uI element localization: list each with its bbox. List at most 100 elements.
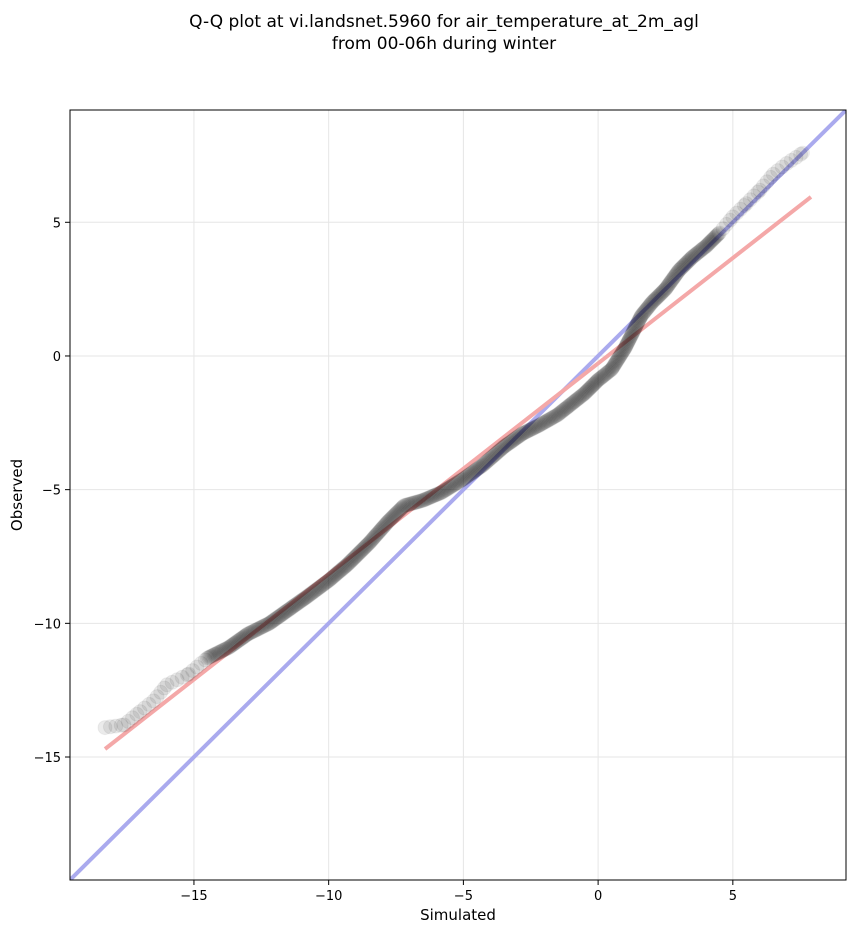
quantile-point (620, 335, 635, 351)
quantile-point (571, 390, 587, 406)
quantile-point (597, 367, 613, 383)
quantile-point (657, 282, 672, 298)
quantile-point (554, 403, 570, 419)
quantile-point (572, 389, 588, 405)
quantile-point (443, 478, 459, 494)
quantile-point (372, 522, 388, 538)
axis-ticks: −15 −10 −5 0 5 5 0 −5 −10 −15 (34, 216, 737, 904)
quantile-point (514, 426, 530, 442)
quantile-point (548, 408, 564, 423)
quantile-point (719, 216, 734, 232)
quantile-point (580, 383, 595, 398)
quantile-point (379, 515, 395, 531)
quantile-point (553, 404, 569, 420)
quantile-point (288, 597, 304, 612)
quantile-point (568, 393, 584, 408)
quantile-point (244, 624, 260, 640)
quantile-point (332, 563, 348, 579)
quantile-point (301, 587, 317, 603)
quantile-point (533, 416, 549, 432)
quantile-point (646, 293, 662, 309)
quantile-point (640, 299, 656, 315)
quantile-point (559, 400, 575, 416)
quantile-point (670, 264, 686, 280)
quantile-point (478, 455, 493, 471)
quantile-point (411, 494, 427, 509)
quantile-point (293, 593, 308, 609)
quantile-point (610, 351, 626, 367)
quantile-point (324, 570, 340, 586)
quantile-point (284, 600, 300, 616)
quantile-point (621, 333, 637, 348)
quantile-point (626, 321, 642, 337)
quantile-point (609, 353, 625, 369)
quantile-point (619, 336, 635, 352)
quantile-point (251, 620, 267, 636)
quantile-point (552, 405, 568, 421)
quantile-point (598, 366, 614, 382)
quantile-point (382, 512, 398, 528)
quantile-point (542, 411, 558, 427)
quantile-point (358, 538, 374, 554)
quantile-point (451, 474, 467, 490)
quantile-point (337, 558, 353, 574)
quantile-point (765, 166, 781, 182)
y-tick-label: −5 (42, 484, 61, 499)
quantile-point (661, 277, 677, 292)
quantile-point (159, 677, 175, 693)
quantile-point (360, 536, 376, 552)
quantile-point (488, 445, 504, 461)
quantile-point (738, 196, 754, 212)
quantile-point (108, 718, 124, 734)
quantile-point (278, 604, 294, 619)
quantile-point (725, 209, 741, 225)
quantile-point (217, 641, 233, 657)
quantile-point (537, 414, 553, 430)
quantile-point (120, 713, 136, 729)
quantile-point (641, 298, 657, 314)
quantile-point (210, 645, 226, 661)
quantile-point (348, 548, 364, 564)
quantile-point (304, 585, 320, 601)
quantile-point (246, 623, 262, 639)
quantile-point (387, 507, 403, 523)
quantile-point (289, 596, 305, 612)
chart-title-line-1: Q-Q plot at vi.landsnet.5960 for air_tem… (189, 12, 699, 32)
quantile-point (242, 625, 258, 641)
y-axis-label: Observed (8, 459, 26, 531)
quantile-point (313, 579, 329, 594)
quantile-point (585, 377, 601, 393)
quantile-point (434, 484, 450, 500)
quantile-point (689, 246, 705, 261)
quantile-point (584, 378, 600, 394)
quantile-point (298, 589, 314, 605)
quantile-point (705, 232, 721, 248)
quantile-point (335, 560, 351, 576)
quantile-point (648, 291, 664, 307)
quantile-point (202, 649, 218, 665)
quantile-point (526, 420, 542, 436)
quantile-point (424, 489, 440, 505)
quantile-point (601, 363, 617, 379)
quantile-point (203, 648, 219, 664)
quantile-point (431, 485, 447, 501)
quantile-point (169, 672, 185, 688)
quantile-point (299, 589, 315, 605)
quantile-point (309, 581, 325, 597)
quantile-point (374, 520, 390, 536)
quantile-point (425, 488, 441, 504)
quantile-point (406, 495, 421, 511)
quantile-point (623, 328, 639, 344)
quantile-point (281, 601, 297, 617)
quantile-point (610, 352, 626, 368)
x-tick-label: −5 (454, 889, 473, 904)
quantile-point (389, 505, 405, 521)
quantile-point (137, 700, 152, 716)
quantile-point (371, 524, 386, 540)
quantile-point (459, 469, 475, 485)
quantile-point (583, 379, 599, 395)
quantile-point (654, 285, 670, 301)
quantile-point (626, 323, 642, 339)
quantile-point (613, 347, 629, 363)
quantile-point (364, 532, 380, 548)
